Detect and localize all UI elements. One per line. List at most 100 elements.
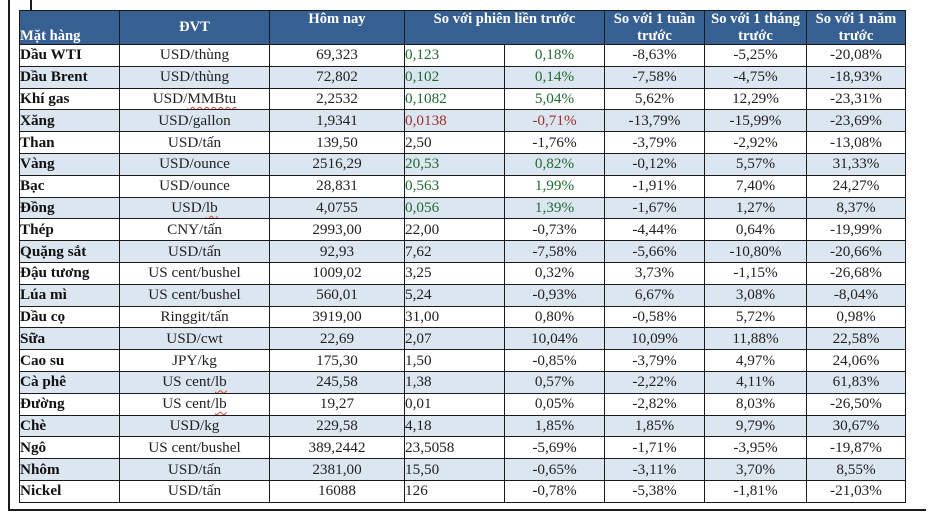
cell-pct-vs-month: 5,72% <box>704 305 807 329</box>
cell-pct-vs-prev: 0,05% <box>504 392 605 416</box>
cell-pct-vs-week: -3,11% <box>604 458 705 481</box>
cell-pct-vs-year: -19,99% <box>806 218 906 242</box>
cell-today: 175,30 <box>269 349 405 372</box>
table-row: Than USD/tấn 139,50 2,50 -1,76% -3,79% -2,92% -… <box>19 131 906 154</box>
cell-unit: USD/gallon <box>119 109 270 133</box>
cell-unit: USD/tấn <box>119 131 270 154</box>
table-row: Dầu Brent USD/thùng 72,802 0,102 0,14% -7,58%… <box>19 65 906 89</box>
cell-unit: JPY/kg <box>119 349 270 372</box>
cell-pct-vs-year: -20,08% <box>806 44 906 67</box>
cell-pct-vs-year: -13,08% <box>806 131 906 154</box>
cell-change-vs-prev: 23,5058 <box>404 436 505 460</box>
cell-today: 139,50 <box>269 131 405 154</box>
cell-pct-vs-week: -2,82% <box>604 392 705 416</box>
cell-pct-vs-prev: 0,32% <box>504 261 605 285</box>
cell-pct-vs-week: -5,66% <box>604 240 705 263</box>
cell-today: 69,323 <box>269 44 405 67</box>
cell-pct-vs-prev: 0,57% <box>504 370 605 394</box>
table-row: Dầu cọ Ringgit/tấn 3919,00 31,00 0,80% -0,58%… <box>19 305 906 329</box>
cell-pct-vs-week: -5,38% <box>604 479 705 503</box>
cell-pct-vs-prev: 1,85% <box>504 414 605 438</box>
cell-unit: USD/ounce <box>119 152 270 176</box>
cell-pct-vs-month: 7,40% <box>704 174 807 198</box>
cell-item: Quặng sắt <box>19 240 120 263</box>
table-row: Lúa mì US cent/bushel 560,01 5,24 -0,93% 6,67… <box>19 283 906 307</box>
cell-today: 16088 <box>269 479 405 503</box>
cell-unit: USD/kg <box>119 414 270 438</box>
cell-pct-vs-year: 30,67% <box>806 414 906 438</box>
commodity-price-table: Mặt hàng ĐVT Hôm nay So với phiên liền t… <box>19 10 906 503</box>
cell-pct-vs-year: -20,66% <box>806 240 906 263</box>
cell-pct-vs-month: -3,95% <box>704 436 807 460</box>
cell-unit: USD/thùng <box>119 44 270 67</box>
cell-pct-vs-year: -21,03% <box>806 479 906 503</box>
cell-pct-vs-month: 4,11% <box>704 370 807 394</box>
cell-pct-vs-week: -2,22% <box>604 370 705 394</box>
cell-pct-vs-prev: -7,58% <box>504 240 605 263</box>
cell-today: 2516,29 <box>269 152 405 176</box>
cell-unit: Ringgit/tấn <box>119 305 270 329</box>
misspelled-word: lb <box>214 373 227 391</box>
cell-pct-vs-year: -26,68% <box>806 261 906 285</box>
cell-unit: USD/thùng <box>119 65 270 89</box>
cell-pct-vs-prev: 0,82% <box>504 152 605 176</box>
cell-change-vs-prev: 3,25 <box>404 261 505 285</box>
cell-change-vs-prev: 0,01 <box>404 392 505 416</box>
cell-item: Đậu tương <box>19 261 120 285</box>
cell-change-vs-prev: 2,50 <box>404 131 505 154</box>
gridline-tick-top <box>30 0 32 10</box>
cell-pct-vs-week: -0,58% <box>604 305 705 329</box>
cell-item: Chè <box>19 414 120 438</box>
table-row: Đậu tương US cent/bushel 1009,02 3,25 0,32% 3… <box>19 261 906 285</box>
table-row: Bạc USD/ounce 28,831 0,563 1,99% -1,91% 7,40% 2… <box>19 174 906 198</box>
cell-pct-vs-month: 3,08% <box>704 283 807 307</box>
cell-item: Than <box>19 131 120 154</box>
cell-today: 389,2442 <box>269 436 405 460</box>
header-vs-month: So với 1 tháng trước <box>704 10 807 45</box>
cell-pct-vs-month: 1,27% <box>704 196 807 220</box>
cell-pct-vs-week: -7,58% <box>604 65 705 89</box>
cell-item: Nickel <box>19 479 120 503</box>
table-row: Cao su JPY/kg 175,30 1,50 -0,85% -3,79% 4,97% 2… <box>19 349 906 372</box>
cell-item: Xăng <box>19 109 120 133</box>
cell-item: Dầu Brent <box>19 65 120 89</box>
unit-prefix: USD/ <box>152 89 188 107</box>
cell-change-vs-prev: 1,38 <box>404 370 505 394</box>
cell-unit: CNY/tấn <box>119 218 270 242</box>
cell-today: 560,01 <box>269 283 405 307</box>
cell-today: 4,0755 <box>269 196 405 220</box>
cell-change-vs-prev: 15,50 <box>404 458 505 481</box>
cell-change-vs-prev: 0,102 <box>404 65 505 89</box>
cell-today: 245,58 <box>269 370 405 394</box>
cell-pct-vs-month: -4,75% <box>704 65 807 89</box>
cell-pct-vs-prev: -0,71% <box>504 109 605 133</box>
cell-today: 22,69 <box>269 327 405 351</box>
cell-pct-vs-month: 0,64% <box>704 218 807 242</box>
cell-today: 2,2532 <box>269 87 405 111</box>
cell-change-vs-prev: 0,0138 <box>404 109 505 133</box>
cell-unit: US cent/lb <box>119 370 270 394</box>
cell-pct-vs-prev: -0,73% <box>504 218 605 242</box>
cell-item: Lúa mì <box>19 283 120 307</box>
outer-cell-border-bottom <box>8 509 926 511</box>
table-row: Dầu WTI USD/thùng 69,323 0,123 0,18% -8,63% -5… <box>19 44 906 67</box>
cell-today: 19,27 <box>269 392 405 416</box>
cell-pct-vs-year: 0,98% <box>806 305 906 329</box>
table-row: Sữa USD/cwt 22,69 2,07 10,04% 10,09% 11,88% 22,… <box>19 327 906 351</box>
cell-pct-vs-week: -1,91% <box>604 174 705 198</box>
cell-unit: USD/cwt <box>119 327 270 351</box>
cell-pct-vs-year: -8,04% <box>806 283 906 307</box>
cell-pct-vs-month: -1,15% <box>704 261 807 285</box>
cell-pct-vs-month: 4,97% <box>704 349 807 372</box>
cell-pct-vs-prev: -0,93% <box>504 283 605 307</box>
cell-unit: US cent/bushel <box>119 436 270 460</box>
header-vs-year: So với 1 năm trước <box>806 10 906 45</box>
table-row: Xăng USD/gallon 1,9341 0,0138 -0,71% -13,79% -… <box>19 109 906 133</box>
misspelled-word: lb <box>214 395 227 413</box>
misspelled-word: lb <box>205 198 218 216</box>
cell-today: 92,93 <box>269 240 405 263</box>
cell-today: 1,9341 <box>269 109 405 133</box>
cell-item: Khí gas <box>19 87 120 111</box>
table-header: Mặt hàng ĐVT Hôm nay So với phiên liền t… <box>19 10 906 45</box>
table-row: Thép CNY/tấn 2993,00 22,00 -0,73% -4,44% 0,64%… <box>19 218 906 242</box>
